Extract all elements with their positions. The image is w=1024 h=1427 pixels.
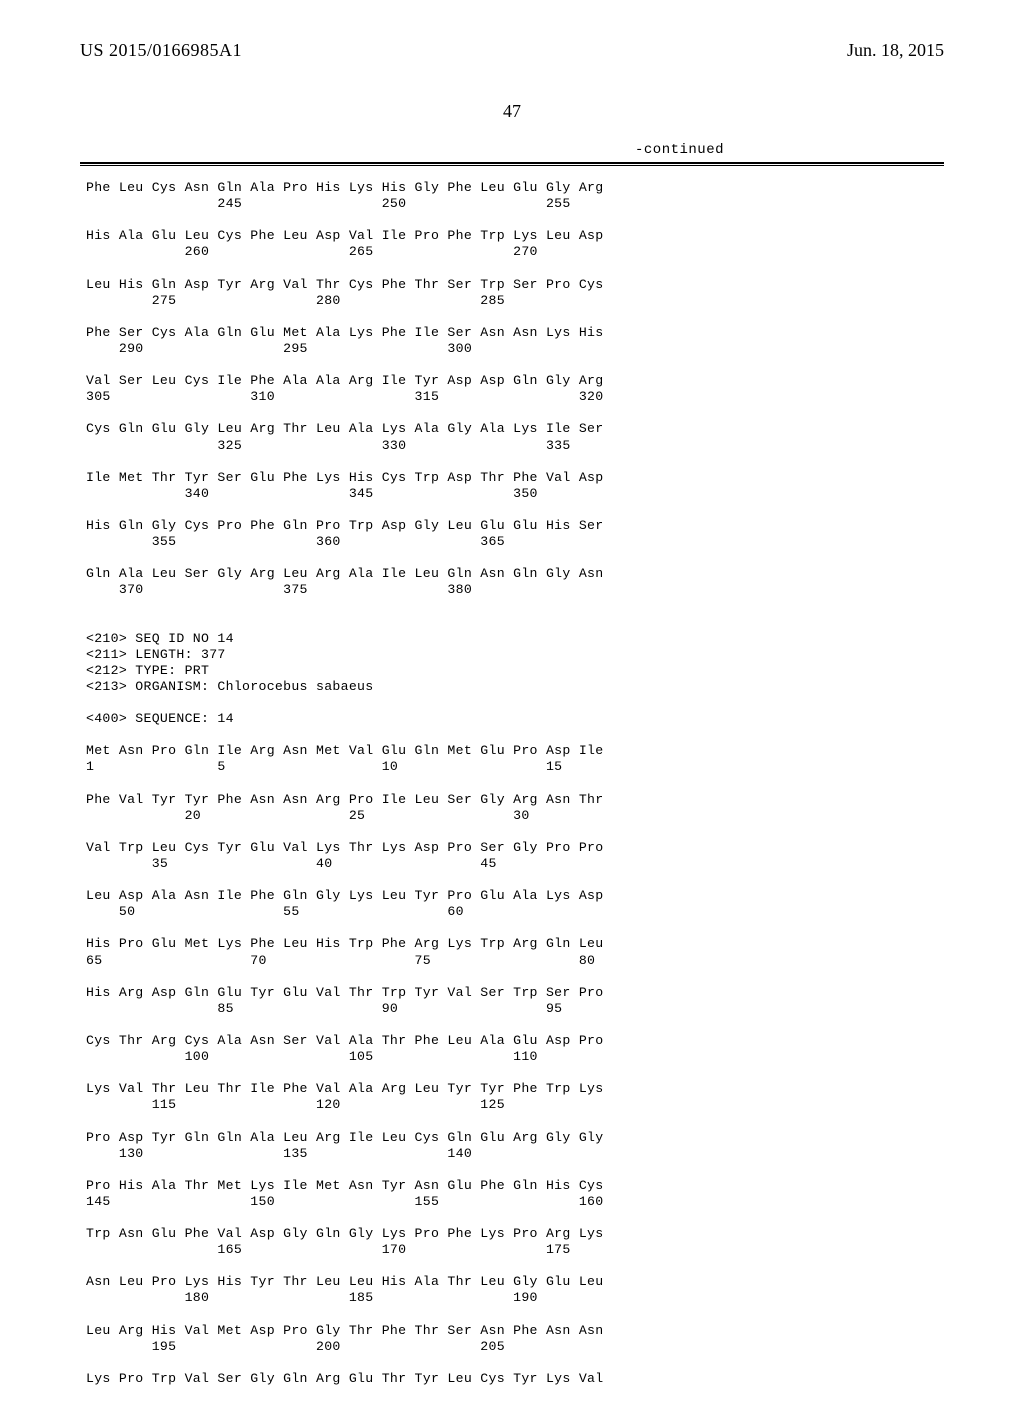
rule-thin: [80, 165, 944, 166]
continued-wrap: -continued: [80, 140, 944, 158]
rule-thick: [80, 162, 944, 164]
page-header: US 2015/0166985A1 Jun. 18, 2015: [80, 40, 944, 61]
patent-number: US 2015/0166985A1: [80, 40, 242, 61]
continued-label: -continued: [635, 142, 724, 158]
page-number: 47: [80, 101, 944, 122]
sequence-listing: Phe Leu Cys Asn Gln Ala Pro His Lys His …: [80, 180, 944, 1387]
patent-date: Jun. 18, 2015: [847, 40, 944, 61]
